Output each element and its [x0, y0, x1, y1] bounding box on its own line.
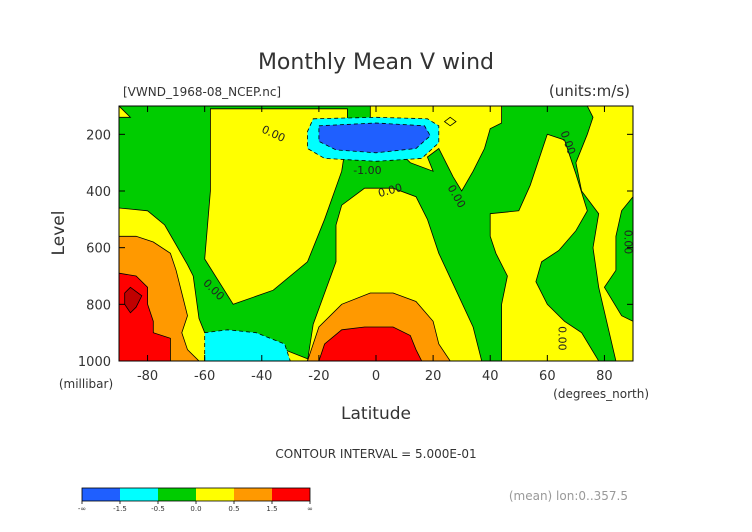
y-tick-label: 400: [86, 185, 111, 200]
contour-label: 0.00: [621, 230, 634, 255]
contour-region-yellow: [575, 106, 633, 361]
x-axis: -80 -60 -40 -20 0 20 40 60 80: [137, 106, 613, 384]
colorbar-label: ∞: [307, 505, 313, 513]
y-axis: 200 400 600 800 1000: [78, 128, 633, 370]
colorbar-swatch: [82, 488, 120, 501]
contour-regions: [119, 106, 633, 361]
colorbar-label: -1.5: [113, 505, 127, 513]
contour-region-blue: [318, 122, 431, 154]
colorbar-swatch: [196, 488, 234, 501]
x-tick-label: -20: [308, 369, 329, 384]
contour-label: -1.00: [353, 164, 381, 177]
contour-region-red: [318, 326, 423, 361]
x-tick-label: -40: [251, 369, 272, 384]
x-axis-label: Latitude: [341, 404, 411, 424]
colorbar-label: 1.5: [266, 505, 277, 513]
contour-region-yellow: [119, 106, 132, 118]
colorbar-label: -0.5: [151, 505, 165, 513]
contour-interval-text: CONTOUR INTERVAL = 5.000E-01: [275, 447, 476, 461]
y-tick-label: 200: [86, 128, 111, 143]
x-tick-label: -80: [137, 369, 158, 384]
colorbar: -∞ -1.5 -0.5 0.0 0.5 1.5 ∞: [78, 487, 313, 513]
y-axis-label: Level: [49, 211, 69, 256]
contour-region-yellow: [443, 116, 457, 127]
x-tick-label: 80: [596, 369, 613, 384]
plot-area: 0.00 0.000.00 0.000.000.000.00-1.00: [119, 106, 634, 361]
footer-text: (mean) lon:0..357.5: [509, 489, 628, 503]
x-tick-label: 20: [425, 369, 442, 384]
x-tick-label: 40: [482, 369, 499, 384]
y-tick-label: 800: [86, 298, 111, 313]
x-axis-units: (degrees_north): [553, 387, 649, 401]
colorbar-swatch: [234, 488, 272, 501]
contour-region-dark_red: [124, 286, 143, 314]
file-label: [VWND_1968-08_NCEP.nc]: [123, 85, 281, 99]
colorbar-label: 0.5: [228, 505, 239, 513]
x-tick-label: 60: [539, 369, 556, 384]
contour-label: 0.00: [377, 181, 404, 200]
y-tick-label: 600: [86, 242, 111, 257]
units-label: (units:m/s): [549, 82, 630, 100]
chart-title: Monthly Mean V wind: [258, 50, 494, 75]
contour-region-cyan: [204, 329, 291, 361]
colorbar-label: -∞: [78, 505, 86, 513]
y-axis-units: (millibar): [59, 377, 113, 391]
contour-region-yellow: [489, 133, 600, 361]
contour-label: 0.00: [556, 326, 569, 351]
colorbar-label: 0.0: [190, 505, 201, 513]
y-tick-label: 1000: [78, 355, 111, 370]
colorbar-swatch: [120, 488, 158, 501]
colorbar-swatch: [158, 488, 196, 501]
x-tick-label: 0: [372, 369, 380, 384]
x-tick-label: -60: [194, 369, 215, 384]
colorbar-swatch: [272, 488, 310, 501]
